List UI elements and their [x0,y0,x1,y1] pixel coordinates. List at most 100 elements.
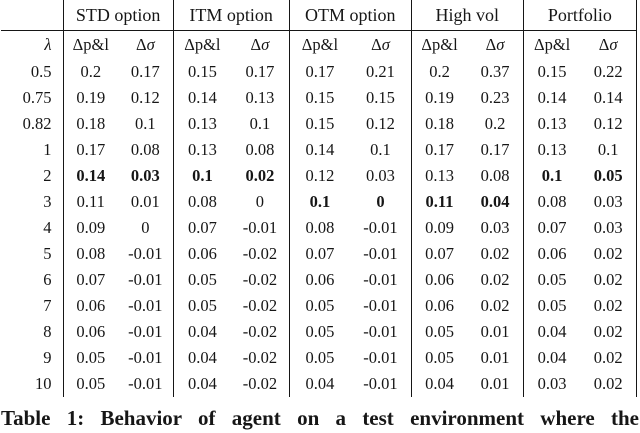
value-cell: -0.01 [350,241,412,267]
value-cell: 0.12 [580,111,638,137]
value-cell: 0.37 [467,59,524,85]
lambda-value: 0.75 [1,85,64,111]
table-caption: Table 1: Behavior of agent on a test env… [1,406,639,430]
pnl-header: Δp&l [421,35,458,54]
value-cell: 0.08 [231,137,290,163]
lambda-value: 8 [1,319,64,345]
value-cell: 0.15 [305,114,335,133]
group-header-std-option: STD option [63,0,174,31]
value-cell: 0.03 [118,163,174,189]
value-cell: -0.01 [350,345,412,371]
value-cell: 0.08 [76,244,106,263]
value-cell: 0.02 [231,163,290,189]
value-cell: 0.05 [187,270,217,289]
value-cell: 0.02 [580,241,638,267]
value-cell: 0.09 [76,218,106,237]
value-cell: 0.12 [350,111,412,137]
value-cell: -0.01 [118,371,174,397]
value-cell: 0.18 [425,114,454,133]
value-cell: 0.09 [425,218,454,237]
value-cell: 0.08 [537,192,567,211]
pnl-header: Δp&l [184,35,221,54]
value-cell: 0.21 [350,59,412,85]
lambda-value: 2 [1,163,64,189]
sigma-header: Δσ [231,30,290,59]
value-cell: -0.02 [231,293,290,319]
value-cell: 0.08 [305,218,335,237]
value-cell: -0.01 [350,267,412,293]
value-cell: 0.23 [467,85,524,111]
value-cell: 0.05 [305,322,335,341]
value-cell: 0.03 [580,189,638,215]
value-cell: 0.01 [467,371,524,397]
value-cell: 0.04 [305,374,335,393]
table-row: 0.75 0.19 0.12 0.14 0.13 0.15 0.15 0.19 0.23 0.14… [1,85,638,111]
value-cell: 0.07 [425,244,454,263]
value-cell: 0.04 [187,374,217,393]
sigma-header: Δσ [118,30,174,59]
value-cell: 0.13 [537,114,567,133]
value-cell: 0.17 [76,140,106,159]
group-header-row: STD option ITM option OTM option High vo… [1,0,638,31]
value-cell: 0.06 [537,244,567,263]
value-cell: 0.19 [76,88,106,107]
value-cell: 0.1 [580,137,638,163]
value-cell: 0.03 [537,374,567,393]
value-cell: 0.04 [537,348,567,367]
column-header-row: λ Δp&l Δσ Δp&l Δσ Δp&l Δσ Δp&l Δσ Δp&l Δ… [1,30,638,59]
value-cell: 0.05 [537,296,567,315]
value-cell: 0.03 [467,215,524,241]
value-cell: 0.18 [76,114,106,133]
value-cell: -0.01 [118,241,174,267]
value-cell: 0.05 [580,163,638,189]
results-table: STD option ITM option OTM option High vo… [1,0,638,397]
value-cell: 0.05 [76,348,106,367]
value-cell: 0.01 [118,189,174,215]
value-cell: 0.1 [231,111,290,137]
table-row: 10 0.05 -0.01 0.04 -0.02 0.04 -0.01 0.04 0.01 0.0… [1,371,638,397]
value-cell: -0.01 [350,215,412,241]
value-cell: 0.22 [580,59,638,85]
pnl-header: Δp&l [301,35,339,54]
table-row: 6 0.07 -0.01 0.05 -0.02 0.06 -0.01 0.06 0.02 0.05… [1,267,638,293]
value-cell: 0.06 [305,270,335,289]
value-cell: 0 [350,189,412,215]
value-cell: 0.03 [350,163,412,189]
value-cell: 0.17 [467,137,524,163]
table-row: 5 0.08 -0.01 0.06 -0.02 0.07 -0.01 0.07 0.02 0.06… [1,241,638,267]
value-cell: 0.14 [580,85,638,111]
sigma-header: Δσ [467,30,524,59]
value-cell: 0.08 [467,163,524,189]
value-cell: 0.17 [231,59,290,85]
value-cell: -0.01 [350,293,412,319]
value-cell: -0.01 [231,215,290,241]
value-cell: 0.17 [425,140,454,159]
value-cell: -0.02 [231,319,290,345]
value-cell: 0.15 [537,62,567,81]
value-cell: 0.08 [118,137,174,163]
value-cell: 0.1 [118,111,174,137]
table-row: 0.82 0.18 0.1 0.13 0.1 0.15 0.12 0.18 0.2 0.13 0.1… [1,111,638,137]
sigma-header: Δσ [350,30,412,59]
lambda-value: 7 [1,293,64,319]
value-cell: 0.04 [187,348,217,367]
value-cell: 0.06 [187,244,217,263]
value-cell: 0.04 [467,189,524,215]
table-row: 9 0.05 -0.01 0.04 -0.02 0.05 -0.01 0.05 0.01 0.04… [1,345,638,371]
value-cell: 0.13 [231,85,290,111]
lambda-header: λ [1,30,64,59]
value-cell: 0.05 [187,296,217,315]
value-cell: 0.04 [537,322,567,341]
lambda-value: 4 [1,215,64,241]
lambda-value: 1 [1,137,64,163]
pnl-header: Δp&l [533,35,571,54]
value-cell: 0.06 [76,296,106,315]
value-cell: -0.01 [118,345,174,371]
table-row: 8 0.06 -0.01 0.04 -0.02 0.05 -0.01 0.05 0.01 0.04… [1,319,638,345]
value-cell: 0.1 [192,166,213,185]
value-cell: 0.13 [537,140,567,159]
value-cell: 0.02 [580,371,638,397]
value-cell: 0.05 [305,348,335,367]
value-cell: 0.1 [350,137,412,163]
